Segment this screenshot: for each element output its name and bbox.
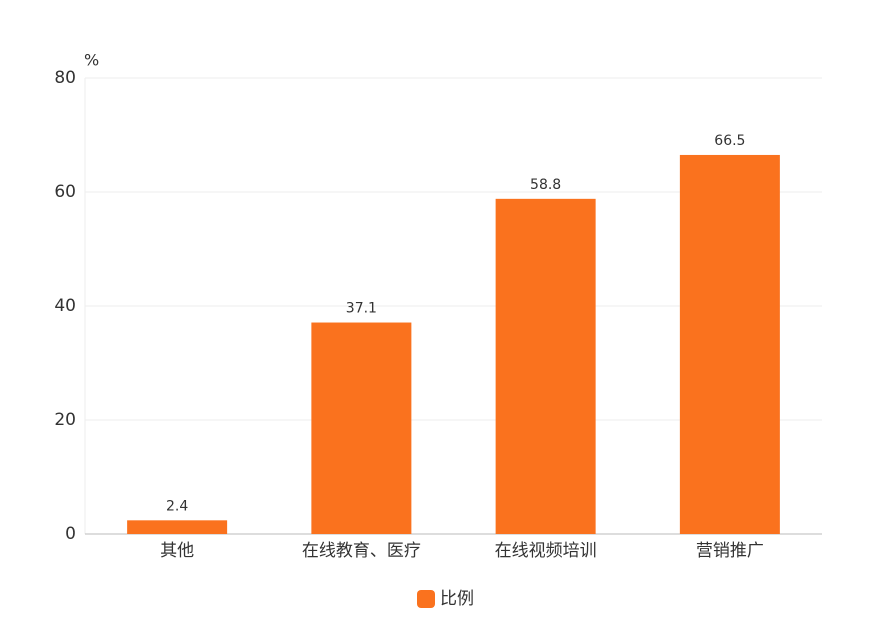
value-label: 2.4 [166,498,188,514]
bar [495,198,596,534]
value-label: 66.5 [714,133,745,149]
bar [127,520,228,534]
y-tick-label: 60 [54,182,76,202]
y-tick-label: 80 [54,68,76,88]
y-tick-label: 0 [65,524,76,544]
x-tick-label: 在线教育、医疗 [302,541,421,561]
y-tick-label: 40 [54,296,76,316]
value-label: 58.8 [530,177,561,193]
x-tick-label: 在线视频培训 [495,541,597,561]
bar [311,322,412,534]
legend-label: 比例 [440,589,474,609]
x-tick-label: 营销推广 [696,541,764,561]
value-label: 37.1 [346,301,377,317]
bar [679,154,780,534]
x-tick-label: 其他 [160,541,194,561]
y-unit: % [84,51,99,70]
legend-swatch [417,590,435,608]
y-tick-label: 20 [54,410,76,430]
